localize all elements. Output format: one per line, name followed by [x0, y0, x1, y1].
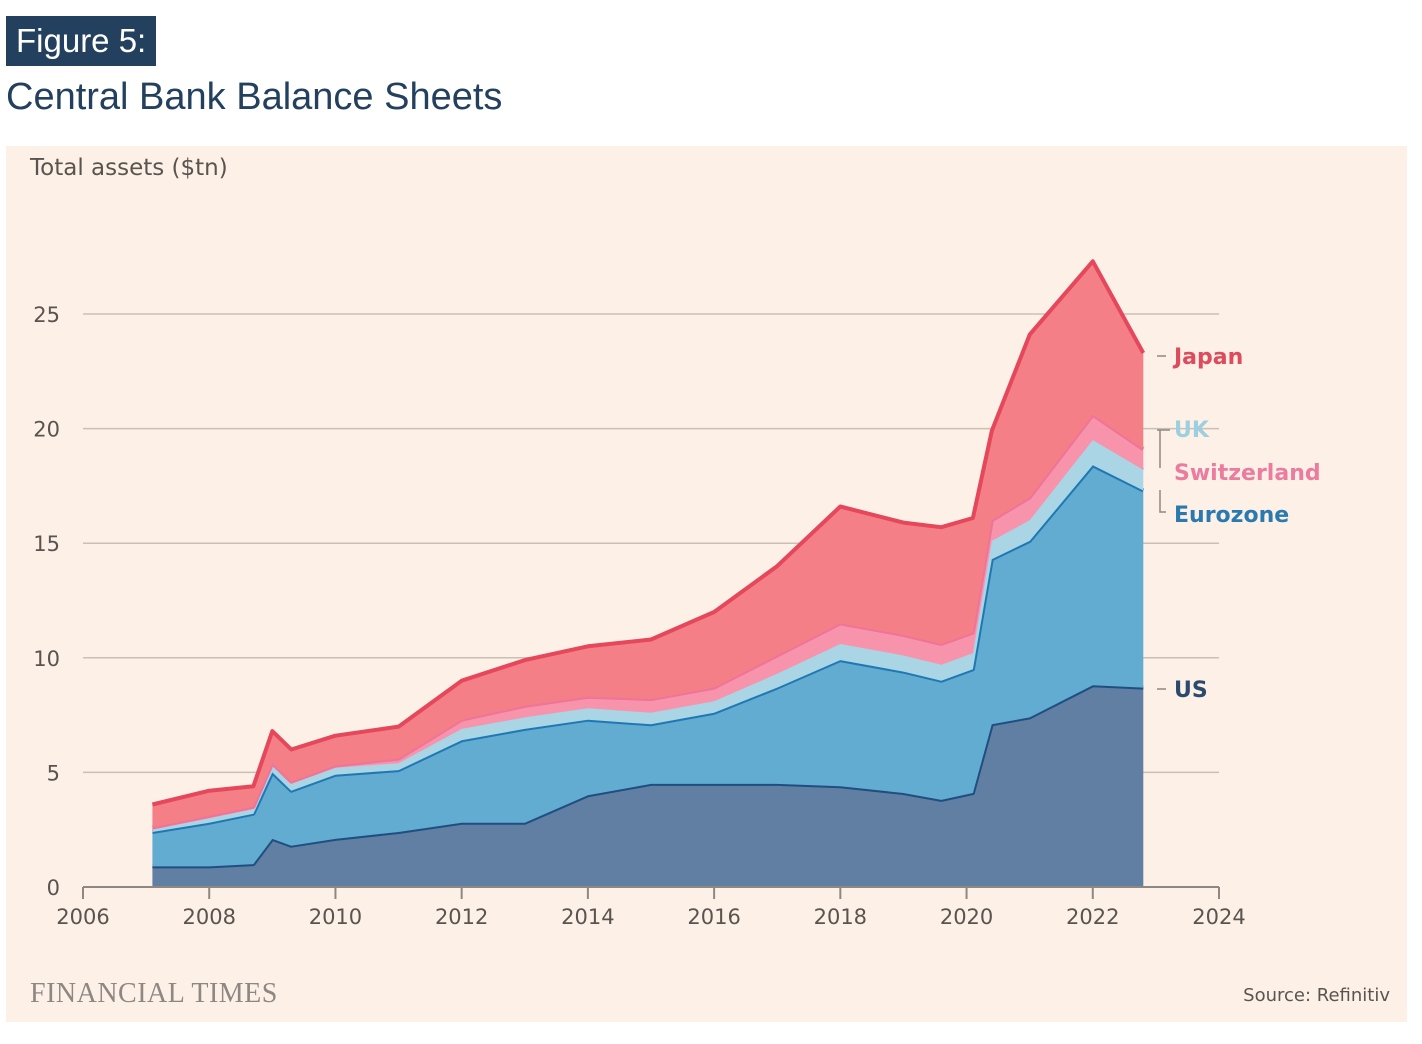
series-label-japan: Japan — [1172, 345, 1243, 370]
y-tick-label: 10 — [33, 647, 60, 671]
series-labels: US Eurozone UK Switzerland Japan — [1157, 345, 1321, 703]
y-tick-label: 0 — [47, 876, 60, 900]
x-tick-label: 2014 — [561, 905, 614, 929]
area-layers — [151, 259, 1146, 887]
brand-logo: FINANCIAL TIMES — [30, 978, 278, 1009]
x-tick-label: 2022 — [1066, 905, 1119, 929]
series-label-eurozone: Eurozone — [1174, 503, 1289, 528]
x-tick-label: 2012 — [435, 905, 488, 929]
line-japan — [151, 259, 1146, 807]
area-eurozone — [152, 465, 1144, 867]
x-tick-label: 2018 — [814, 905, 867, 929]
x-tick-label: 2020 — [940, 905, 993, 929]
x-axis: 2006 2008 2010 2012 2014 2016 2018 2020 2022 2024 — [56, 886, 1246, 929]
x-tick-label: 2008 — [182, 905, 235, 929]
x-tick-label: 2006 — [56, 905, 109, 929]
series-label-switzerland: Switzerland — [1174, 461, 1321, 486]
y-tick-label: 20 — [33, 418, 60, 442]
y-tick-label: 15 — [33, 532, 60, 556]
label-leader — [1159, 490, 1166, 513]
figure-title: Central Bank Balance Sheets — [6, 76, 503, 118]
y-tick-label: 5 — [47, 761, 60, 785]
label-leader — [1157, 429, 1170, 468]
y-axis-label: Total assets ($tn) — [30, 155, 228, 181]
y-axis: 0 5 10 15 20 25 — [33, 303, 60, 900]
figure-label: Figure 5: — [6, 16, 157, 66]
series-label-us: US — [1174, 678, 1208, 703]
x-tick-label: 2010 — [309, 905, 362, 929]
series-label-uk: UK — [1174, 418, 1210, 443]
source-note: Source: Refinitiv — [1243, 985, 1390, 1006]
x-tick-label: 2016 — [687, 905, 740, 929]
x-tick-label: 2024 — [1192, 905, 1245, 929]
y-tick-label: 25 — [33, 303, 60, 327]
